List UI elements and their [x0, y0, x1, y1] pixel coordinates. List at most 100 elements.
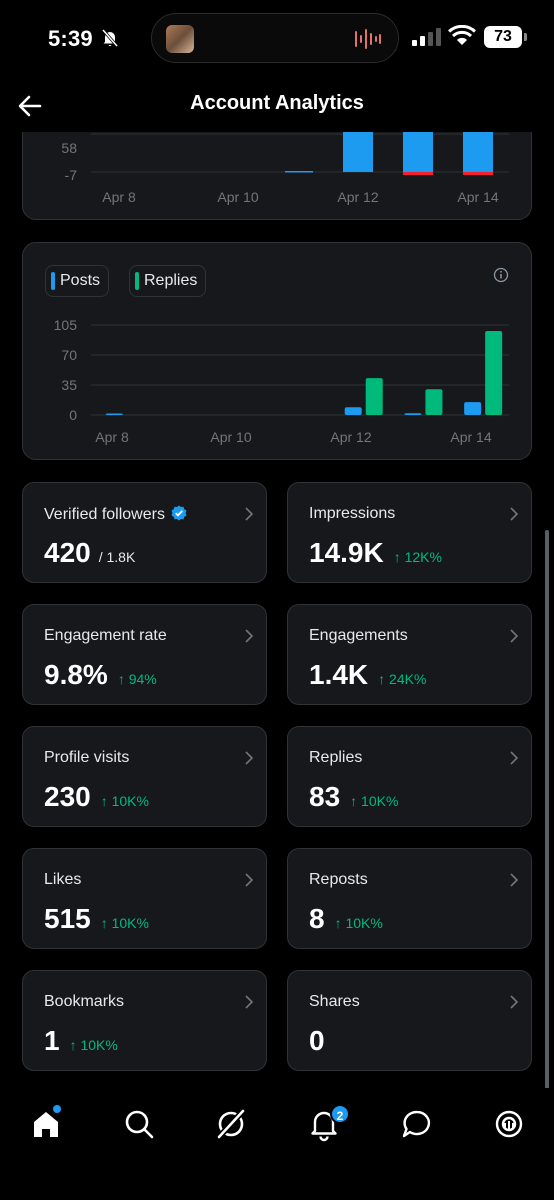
back-arrow-icon[interactable] [16, 92, 44, 120]
app-header: Account Analytics [0, 80, 554, 132]
metric-subtotal: / 1.8K [98, 549, 136, 565]
status-bar: 5:39 73 [0, 0, 554, 80]
metric-label: Profile visits [44, 749, 130, 766]
chevron-right-icon [510, 507, 519, 521]
metric-label: Engagements [309, 627, 408, 644]
cellular-signal-icon [412, 28, 441, 46]
chevron-right-icon [510, 995, 519, 1009]
ytick-label: 105 [54, 317, 78, 333]
chevron-right-icon [245, 629, 254, 643]
metric-label: Shares [309, 993, 360, 1010]
grok-icon[interactable] [213, 1106, 249, 1142]
metric-value: 8 ↑ 10K% [309, 903, 383, 934]
top-bar-chart: 58 -7 Apr 8 Apr 10 Apr 12 Apr 14 [61, 132, 509, 205]
communities-icon[interactable] [491, 1106, 527, 1142]
chevron-right-icon [245, 751, 254, 765]
bar-posts-apr-13 [404, 413, 422, 415]
metric-delta: ↑ 10K% [100, 915, 149, 931]
chevron-right-icon [510, 751, 519, 765]
info-icon[interactable] [493, 267, 509, 283]
ytick-label: 35 [61, 377, 77, 393]
home-icon[interactable] [28, 1106, 64, 1142]
metric-likes[interactable]: Likes 515 ↑ 10K% [22, 848, 267, 949]
messages-icon[interactable] [399, 1106, 435, 1142]
metric-reposts[interactable]: Reposts 8 ↑ 10K% [287, 848, 532, 949]
media-thumbnail [166, 25, 194, 53]
xtick-label: Apr 14 [457, 189, 498, 205]
metric-profile-visits[interactable]: Profile visits 230 ↑ 10K% [22, 726, 267, 827]
chevron-right-icon [245, 507, 254, 521]
metric-label: Likes [44, 871, 82, 888]
metric-replies[interactable]: Replies 83 ↑ 10K% [287, 726, 532, 827]
metric-value: 83 ↑ 10K% [309, 781, 399, 812]
metric-delta: ↑ 10K% [100, 793, 149, 809]
metric-value: 1.4K ↑ 24K% [309, 659, 427, 690]
posts-replies-bar-chart: 105 70 35 0 Apr 8 Apr 10 Apr 12 Apr 14 [54, 317, 509, 445]
notifications-badge: 2 [330, 1104, 350, 1124]
metric-value: 1 ↑ 10K% [44, 1025, 118, 1056]
chevron-right-icon [510, 873, 519, 887]
xtick-label: Apr 10 [210, 429, 251, 445]
status-time: 5:39 [48, 26, 93, 51]
metric-delta: ↑ 10K% [69, 1037, 118, 1053]
legend-replies-label: Replies [144, 272, 198, 289]
metric-bookmarks[interactable]: Bookmarks 1 ↑ 10K% [22, 970, 267, 1071]
xtick-label: Apr 10 [217, 189, 258, 205]
top-chart-card: 58 -7 Apr 8 Apr 10 Apr 12 Apr 14 [22, 132, 532, 220]
dynamic-island[interactable] [151, 13, 399, 63]
bell-off-icon [101, 29, 119, 47]
chevron-right-icon [245, 873, 254, 887]
metric-delta: ↑ 10K% [350, 793, 399, 809]
bar-replies-apr-13 [425, 389, 443, 415]
chevron-right-icon [245, 995, 254, 1009]
ytick-label: 58 [61, 140, 77, 156]
metric-delta: ↑ 12K% [393, 549, 442, 565]
xtick-label: Apr 14 [450, 429, 491, 445]
ytick-label: 0 [69, 407, 77, 423]
legend-swatch [135, 272, 139, 290]
xtick-label: Apr 8 [95, 429, 129, 445]
analytics-content[interactable]: 58 -7 Apr 8 Apr 10 Apr 12 Apr 14 Posts R… [0, 132, 554, 1072]
metric-label: Replies [309, 749, 363, 766]
search-icon[interactable] [121, 1106, 157, 1142]
metric-verified-followers[interactable]: Verified followers 420/ 1.8K [22, 482, 267, 583]
legend-posts[interactable]: Posts [45, 265, 110, 297]
bar-posts [285, 171, 313, 173]
metric-delta: ↑ 94% [117, 671, 157, 687]
ytick-label: 70 [61, 347, 77, 363]
bar-posts-apr-12 [344, 407, 362, 415]
metric-value: 420/ 1.8K [44, 537, 136, 568]
bar-posts [343, 132, 373, 172]
metric-label: Bookmarks [44, 993, 125, 1010]
metric-label: Engagement rate [44, 627, 167, 644]
bar-posts-apr-8 [105, 413, 123, 415]
bar-replies-apr-12 [365, 378, 383, 415]
metric-delta: ↑ 24K% [378, 671, 427, 687]
metric-value: 14.9K ↑ 12K% [309, 537, 442, 568]
posts-replies-chart-card: Posts Replies 105 70 35 0 Apr 8 Apr 10 A… [22, 242, 532, 460]
legend-posts-label: Posts [60, 272, 101, 289]
metric-engagements[interactable]: Engagements 1.4K ↑ 24K% [287, 604, 532, 705]
bottom-tab-bar [0, 1088, 554, 1200]
chevron-right-icon [510, 629, 519, 643]
legend-replies[interactable]: Replies [129, 265, 207, 297]
xtick-label: Apr 8 [102, 189, 136, 205]
bar-posts [463, 132, 493, 172]
bar-posts-apr-14 [464, 402, 482, 415]
metric-value: 230 ↑ 10K% [44, 781, 149, 812]
metric-engagement-rate[interactable]: Engagement rate 9.8% ↑ 94% [22, 604, 267, 705]
xtick-label: Apr 12 [330, 429, 371, 445]
metric-delta: ↑ 10K% [334, 915, 383, 931]
scrollbar[interactable] [545, 530, 549, 1090]
metric-value: 0 [309, 1025, 325, 1056]
ytick-label: -7 [65, 167, 78, 183]
bar-negative [403, 172, 433, 175]
notifications-bell-icon[interactable] [306, 1106, 342, 1142]
metric-impressions[interactable]: Impressions 14.9K ↑ 12K% [287, 482, 532, 583]
metric-label: Impressions [309, 505, 396, 522]
audio-waveform-icon [355, 29, 381, 49]
bar-negative [463, 172, 493, 175]
metric-shares[interactable]: Shares 0 [287, 970, 532, 1071]
home-unread-dot [53, 1105, 61, 1113]
verified-badge-icon [171, 505, 187, 521]
